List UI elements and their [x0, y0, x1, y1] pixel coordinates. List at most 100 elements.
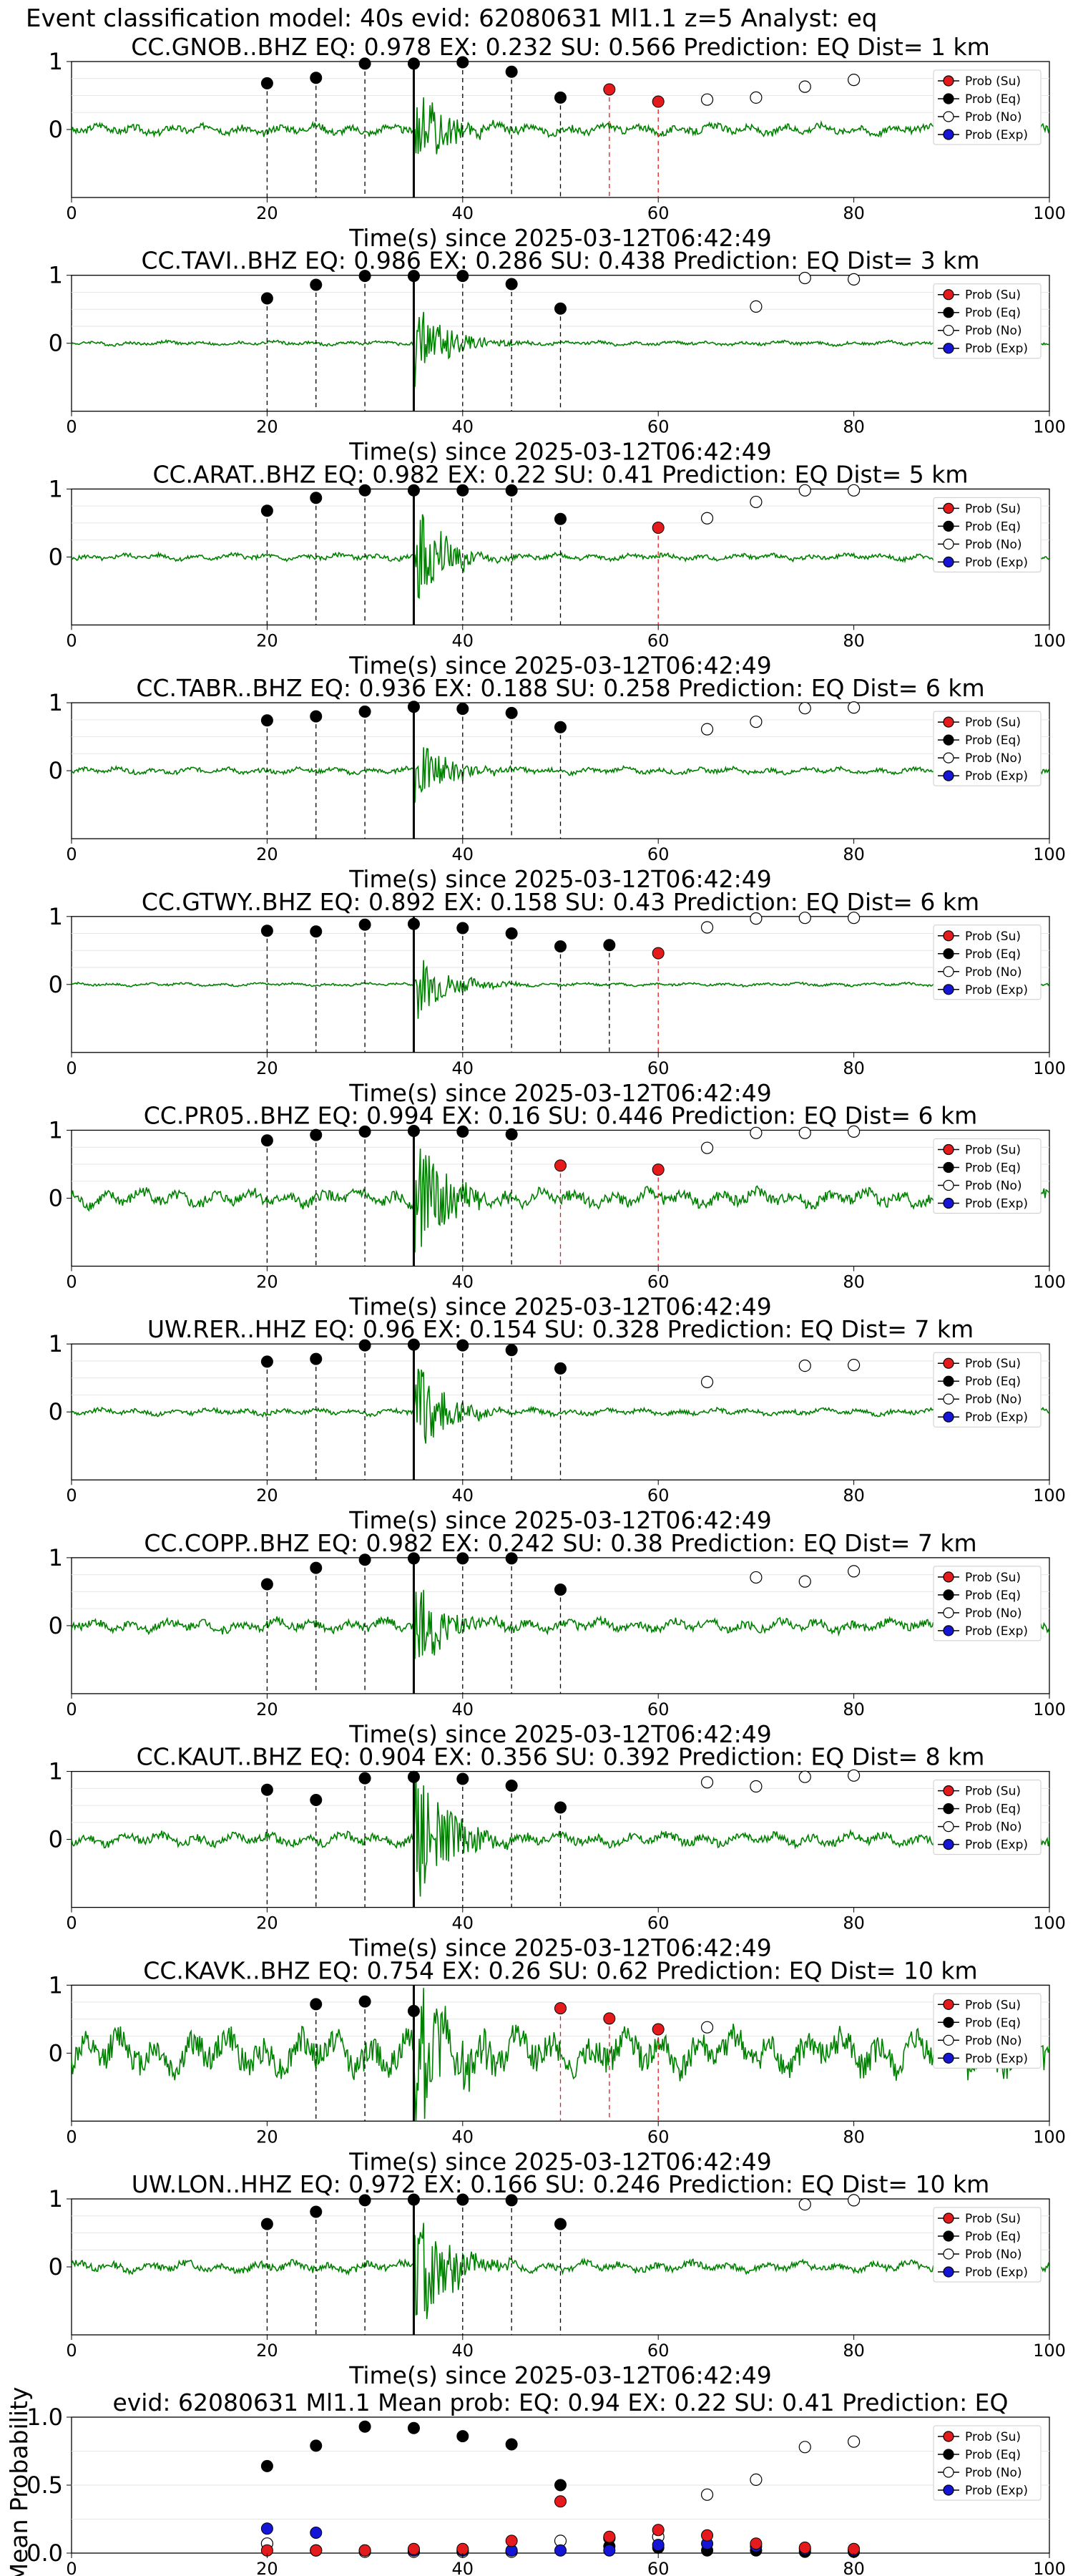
- no-prob-point: [700, 1776, 714, 1789]
- eq-prob-point: [358, 1339, 371, 1352]
- x-tick-label: 40: [452, 203, 474, 223]
- x-tick-label: 80: [843, 417, 865, 437]
- legend-marker: [943, 129, 954, 140]
- x-tick-label: 80: [843, 1058, 865, 1078]
- summary-panel: evid: 62080631 Ml1.1 Mean prob: EQ: 0.94…: [5, 2387, 1066, 2576]
- x-tick-label: 20: [256, 2559, 278, 2576]
- no-prob-point: [750, 912, 763, 925]
- no-prob-point: [847, 1359, 861, 1372]
- x-tick-label: 60: [647, 1913, 670, 1933]
- y-tick-label: 0: [49, 1612, 63, 1639]
- legend-marker: [943, 289, 954, 301]
- mean-su-point: [848, 2542, 861, 2555]
- panel-title: CC.COPP..BHZ EQ: 0.982 EX: 0.242 SU: 0.3…: [144, 1529, 976, 1557]
- station-panel: UW.LON..HHZ EQ: 0.972 EX: 0.166 SU: 0.24…: [49, 2170, 1066, 2389]
- waveform-trace: [71, 1368, 1050, 1444]
- figure-title: Event classification model: 40s evid: 62…: [26, 4, 878, 33]
- legend-box: [933, 283, 1042, 359]
- station-panel: CC.TABR..BHZ EQ: 0.936 EX: 0.188 SU: 0.2…: [49, 674, 1066, 893]
- x-tick-label: 60: [647, 417, 670, 437]
- y-tick-label: 1: [49, 1330, 63, 1357]
- waveform-trace: [71, 514, 1050, 600]
- no-prob-point: [847, 484, 861, 497]
- x-tick-label: 40: [452, 1913, 474, 1933]
- mean-eq-point: [310, 2439, 323, 2452]
- eq-prob-point: [407, 1124, 420, 1137]
- y-tick-label: 1: [49, 1971, 63, 1999]
- legend-label: Prob (Eq): [965, 1802, 1021, 1817]
- eq-prob-point: [260, 714, 273, 727]
- eq-prob-point: [310, 1998, 323, 2011]
- eq-prob-point: [310, 1794, 323, 1806]
- no-prob-point: [847, 1125, 861, 1138]
- no-prob-point: [847, 2194, 861, 2207]
- legend-label: Prob (Exp): [965, 555, 1028, 570]
- mean-su-point: [358, 2544, 371, 2557]
- legend-label: Prob (Exp): [965, 2265, 1028, 2280]
- x-tick-label: 40: [452, 1699, 474, 1719]
- legend-label: Prob (Eq): [965, 519, 1021, 534]
- mean-su-point: [505, 2534, 518, 2547]
- legend-label: Prob (Exp): [965, 342, 1028, 356]
- x-tick-label: 80: [843, 1485, 865, 1506]
- eq-prob-point: [260, 924, 273, 937]
- eq-prob-point: [554, 721, 567, 733]
- mean-su-point: [407, 2542, 420, 2555]
- eq-prob-point: [407, 2004, 420, 2017]
- legend-label: Prob (Su): [965, 930, 1021, 944]
- legend-label: Prob (Eq): [965, 2448, 1021, 2462]
- su-prob-point: [652, 947, 665, 960]
- x-tick-label: 100: [1033, 1485, 1066, 1506]
- x-tick-label: 60: [647, 2127, 670, 2147]
- no-prob-point: [847, 912, 861, 924]
- legend-box: [933, 2425, 1042, 2501]
- mean-su-point: [798, 2541, 811, 2554]
- mean-exp-point: [603, 2544, 616, 2557]
- x-tick-label: 40: [452, 844, 474, 864]
- legend-marker: [943, 520, 954, 532]
- legend-label: Prob (No): [965, 2466, 1022, 2480]
- mean-exp-point: [554, 2544, 567, 2557]
- eq-prob-point: [456, 2193, 469, 2206]
- x-tick-label: 40: [452, 630, 474, 650]
- y-tick-label: 1.0: [26, 2404, 63, 2431]
- no-prob-point: [847, 74, 861, 87]
- eq-prob-point: [310, 72, 323, 84]
- legend-marker: [943, 325, 954, 336]
- eq-prob-point: [358, 270, 371, 283]
- x-tick-label: 60: [647, 1272, 670, 1292]
- eq-prob-point: [456, 1772, 469, 1785]
- x-tick-label: 0: [66, 630, 77, 650]
- mean-su-point: [603, 2530, 616, 2543]
- legend-marker: [943, 1999, 954, 2010]
- no-prob-point: [798, 1770, 811, 1783]
- legend-marker: [943, 752, 954, 763]
- eq-prob-point: [603, 939, 616, 952]
- legend-marker: [943, 1143, 954, 1156]
- eq-prob-point: [310, 710, 323, 723]
- legend-label: Prob (Exp): [965, 1197, 1028, 1211]
- legend-label: Prob (Su): [965, 1785, 1021, 1799]
- no-prob-point: [750, 91, 763, 104]
- legend-label: Prob (Su): [965, 502, 1021, 516]
- legend-marker: [943, 930, 954, 942]
- x-axis-label: Time(s) since 2025-03-12T06:42:49: [348, 1720, 772, 1748]
- eq-prob-point: [358, 1553, 371, 1566]
- legend-label: Prob (Exp): [965, 128, 1028, 142]
- eq-prob-point: [505, 65, 518, 78]
- eq-prob-point: [310, 492, 323, 504]
- x-axis-label: Time(s) since 2025-03-12T06:42:49: [348, 651, 772, 679]
- y-tick-label: 0: [49, 116, 63, 143]
- no-prob-point: [798, 1126, 811, 1139]
- x-tick-label: 60: [647, 1485, 670, 1506]
- no-prob-point: [750, 300, 763, 313]
- x-axis-label: Time(s) since 2025-03-12T06:42:49: [348, 2361, 772, 2389]
- mean-su-point: [456, 2542, 469, 2555]
- eq-prob-point: [260, 2218, 273, 2230]
- mean-eq-point: [407, 2421, 420, 2434]
- mean-eq-point: [456, 2430, 469, 2443]
- no-prob-point: [750, 1780, 763, 1793]
- eq-prob-point: [358, 2194, 371, 2207]
- eq-prob-point: [456, 56, 469, 69]
- y-tick-label: 0: [49, 2039, 63, 2067]
